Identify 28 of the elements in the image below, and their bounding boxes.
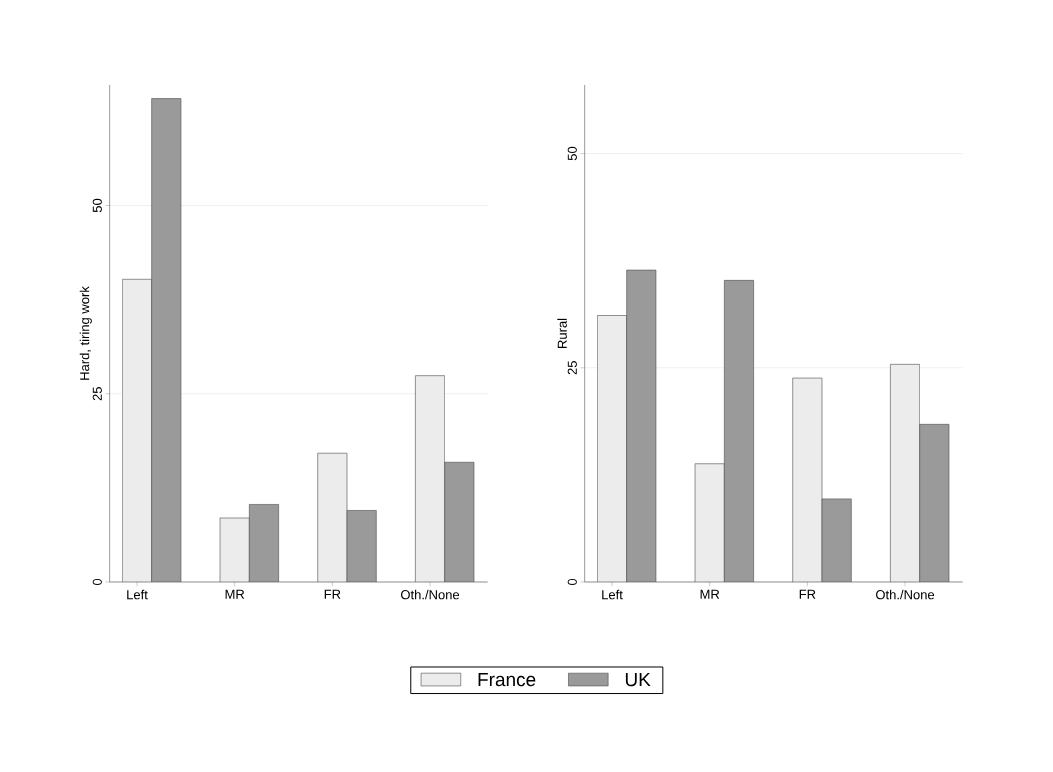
x-tick-label: FR (324, 589, 341, 599)
bar (919, 424, 950, 582)
y-tick-label: 25 (92, 387, 102, 401)
bar (444, 461, 475, 582)
x-tick-label: Left (127, 589, 148, 600)
bar (249, 504, 279, 582)
bar (626, 269, 657, 582)
y-tick-label: 50 (567, 146, 577, 161)
bar (346, 510, 377, 582)
y-axis-title: Rural (557, 318, 567, 348)
y-tick-label: 50 (92, 198, 102, 213)
x-tick-label: Oth./None (401, 589, 460, 600)
y-tick-label: 0 (92, 578, 102, 586)
bar (219, 517, 250, 582)
bar (151, 98, 182, 582)
legend-label: UK (625, 672, 651, 687)
y-tick-label: 0 (567, 578, 577, 586)
x-tick-label: Oth./None (876, 589, 935, 600)
y-tick-label: 25 (567, 361, 577, 375)
x-tick-label: MR (225, 589, 245, 599)
bar (821, 498, 852, 582)
x-tick-label: Left (602, 589, 623, 600)
x-tick-label: MR (700, 589, 720, 599)
legend-label: France (478, 672, 536, 687)
bar (317, 452, 348, 582)
bar (724, 280, 754, 582)
y-axis-title: Hard, tiring work (79, 286, 92, 380)
x-tick-label: FR (799, 589, 816, 599)
